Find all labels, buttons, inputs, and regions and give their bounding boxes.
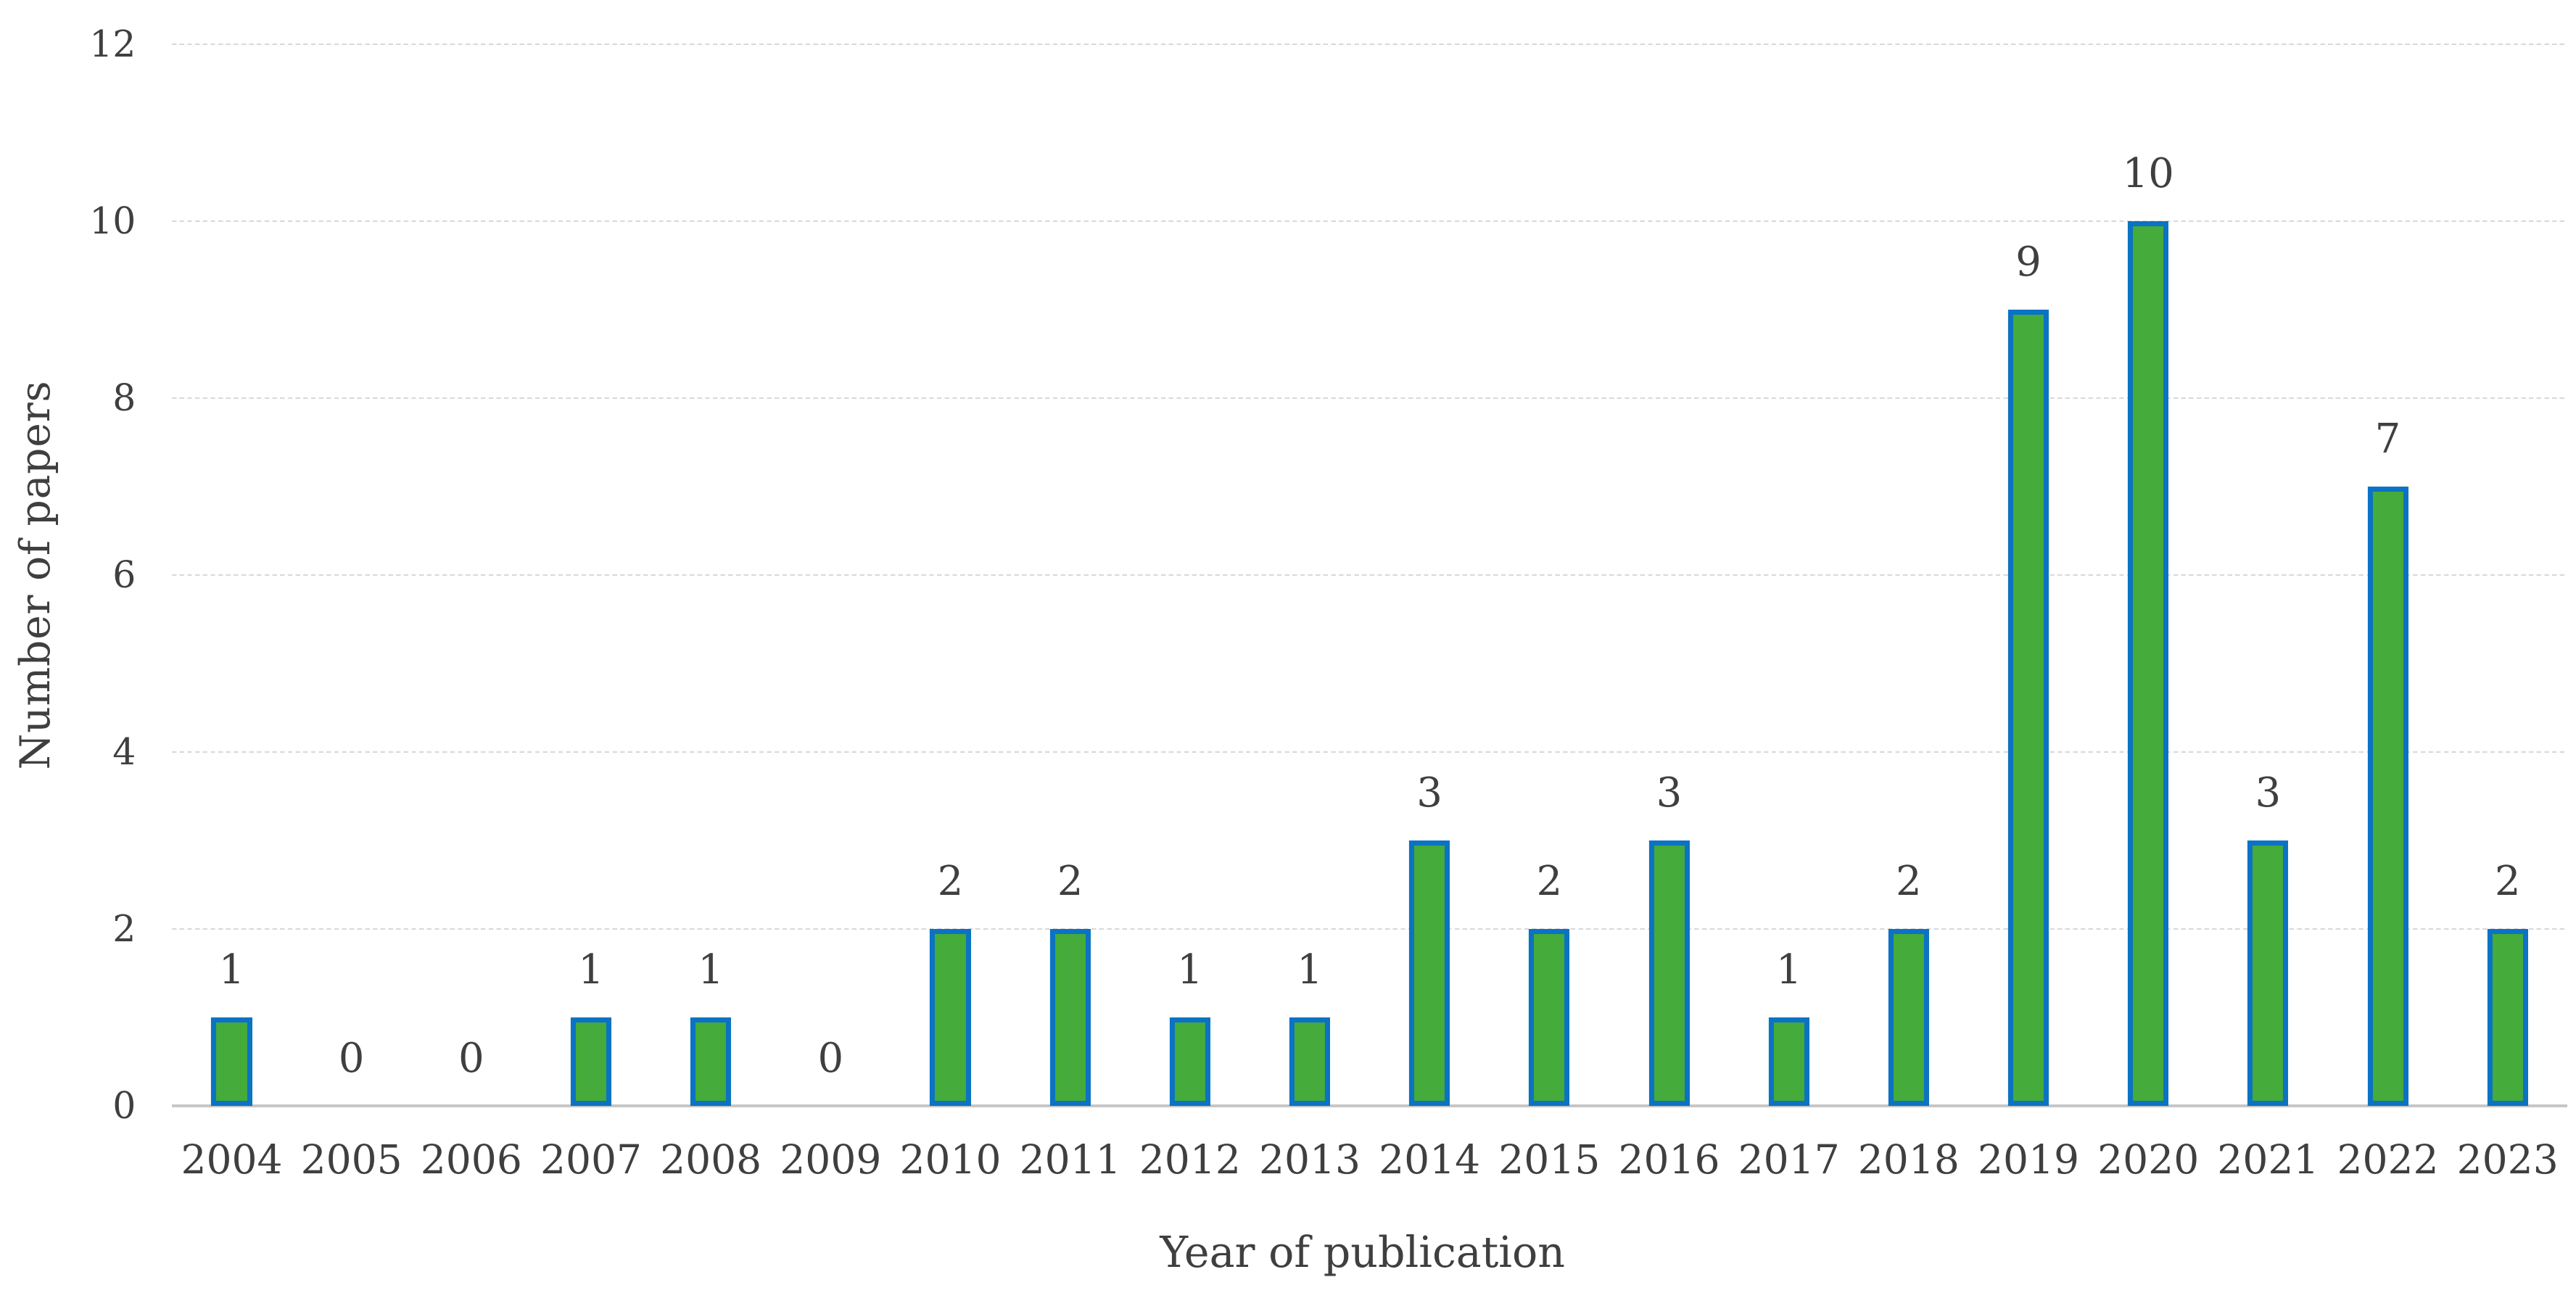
gridline-10 [171, 220, 2568, 222]
value-label-2013: 1 [1297, 946, 1323, 994]
value-label-2023: 2 [2494, 858, 2521, 906]
gridline-12 [171, 43, 2568, 45]
bar-2010 [930, 929, 971, 1107]
bar-2020 [2128, 220, 2169, 1107]
x-tick-label-2006: 2006 [420, 1136, 522, 1183]
bar-2014 [1409, 840, 1450, 1107]
value-label-2010: 2 [937, 858, 964, 906]
value-label-2004: 1 [218, 946, 245, 994]
x-tick-label-2010: 2010 [899, 1136, 1002, 1183]
value-label-2009: 0 [817, 1035, 844, 1083]
bar-2012 [1169, 1017, 1210, 1107]
x-tick-label-2015: 2015 [1498, 1136, 1601, 1183]
bar-2007 [570, 1017, 612, 1107]
x-tick-label-2005: 2005 [300, 1136, 402, 1183]
value-label-2020: 10 [2122, 150, 2174, 198]
bar-2016 [1648, 840, 1690, 1107]
x-tick-label-2009: 2009 [780, 1136, 882, 1183]
plot-area: 0 2 4 6 8 10 12 1 2004 0 2005 0 2006 1 2007 1 2008 0 2009 2… [89, 25, 2568, 1273]
y-tick-label-12: 12 [89, 22, 136, 65]
bar-2004 [211, 1017, 252, 1107]
x-tick-label-2011: 2011 [1019, 1136, 1121, 1183]
x-tick-label-2013: 2013 [1258, 1136, 1361, 1183]
value-label-2017: 1 [1775, 946, 1802, 994]
x-tick-label-2008: 2008 [660, 1136, 762, 1183]
x-tick-label-2007: 2007 [540, 1136, 643, 1183]
x-tick-label-2016: 2016 [1618, 1136, 1720, 1183]
x-tick-label-2023: 2023 [2456, 1136, 2559, 1183]
x-tick-label-2004: 2004 [181, 1136, 283, 1183]
bar-2018 [1888, 929, 1929, 1107]
gridline-2 [171, 928, 2568, 930]
bar-2008 [690, 1017, 732, 1107]
gridline-4 [171, 751, 2568, 753]
value-label-2019: 9 [2015, 239, 2042, 286]
value-label-2018: 2 [1895, 858, 1922, 906]
value-label-2012: 1 [1176, 946, 1203, 994]
value-label-2005: 0 [338, 1035, 365, 1083]
value-label-2014: 3 [1416, 769, 1443, 817]
x-tick-label-2019: 2019 [1977, 1136, 2080, 1183]
y-tick-label-6: 6 [112, 553, 136, 596]
x-axis-line [171, 1104, 2568, 1108]
x-tick-label-2014: 2014 [1379, 1136, 1481, 1183]
x-tick-label-2018: 2018 [1857, 1136, 1960, 1183]
x-tick-label-2020: 2020 [2097, 1136, 2200, 1183]
bar-2021 [2247, 840, 2289, 1107]
value-label-2008: 1 [698, 946, 724, 994]
x-tick-label-2012: 2012 [1139, 1136, 1241, 1183]
y-tick-label-8: 8 [112, 376, 136, 419]
value-label-2011: 2 [1057, 858, 1083, 906]
x-tick-label-2022: 2022 [2337, 1136, 2439, 1183]
y-tick-label-2: 2 [112, 906, 136, 950]
x-tick-label-2021: 2021 [2217, 1136, 2319, 1183]
x-axis-title: Year of publication [1160, 1227, 1566, 1277]
value-label-2007: 1 [578, 946, 604, 994]
bar-2017 [1768, 1017, 1809, 1107]
bar-2019 [2007, 310, 2049, 1107]
bar-2013 [1289, 1017, 1331, 1107]
gridline-8 [171, 397, 2568, 399]
value-label-2006: 0 [458, 1035, 484, 1083]
value-label-2015: 2 [1536, 858, 1563, 906]
bar-2023 [2487, 929, 2528, 1107]
bar-2022 [2367, 487, 2408, 1107]
y-axis-title: Number of papers [11, 381, 59, 770]
value-label-2016: 3 [1656, 769, 1683, 817]
gridline-6 [171, 574, 2568, 577]
value-label-2021: 3 [2255, 769, 2282, 817]
x-tick-label-2017: 2017 [1738, 1136, 1840, 1183]
y-tick-label-0: 0 [112, 1083, 136, 1127]
bar-2015 [1529, 929, 1570, 1107]
y-tick-label-10: 10 [89, 199, 136, 242]
y-tick-label-4: 4 [112, 730, 136, 773]
bar-2011 [1049, 929, 1091, 1107]
value-label-2022: 7 [2374, 416, 2401, 463]
